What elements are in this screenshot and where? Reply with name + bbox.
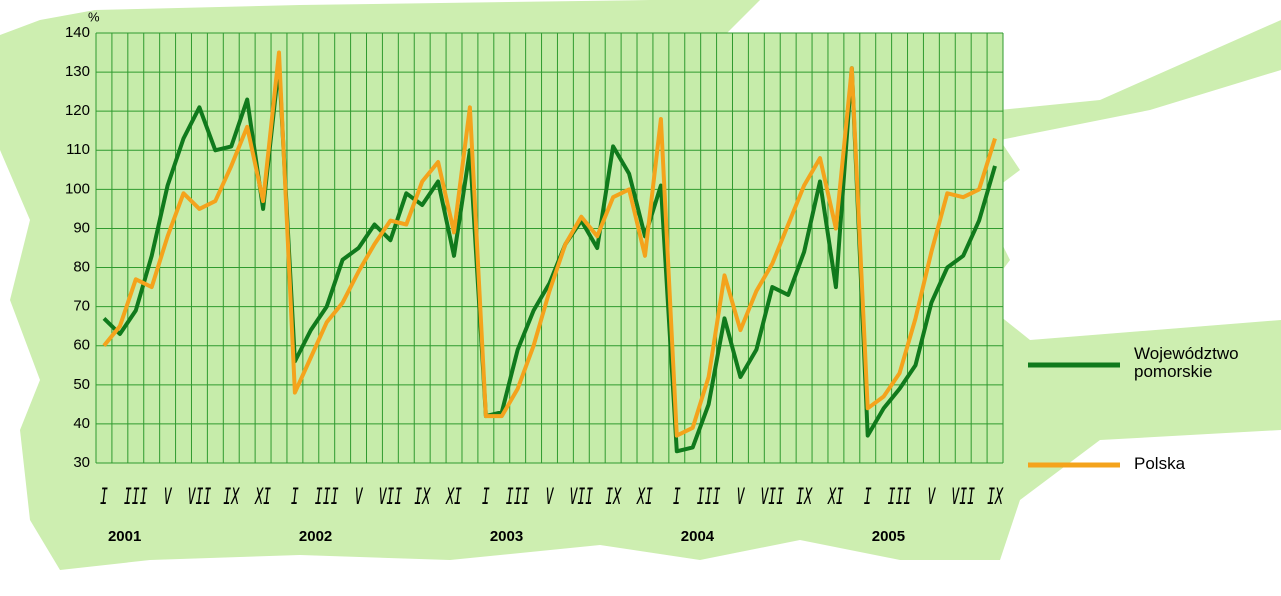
grid: [95, 32, 1004, 464]
x-tick-label: VII: [569, 485, 593, 510]
x-tick-label: III: [315, 485, 339, 510]
x-tick-label: XI: [636, 485, 653, 510]
y-tick-label: 40: [73, 415, 90, 432]
y-tick-label: 110: [66, 141, 90, 158]
x-tick-label: III: [697, 485, 721, 510]
y-tick-label: 70: [73, 298, 90, 315]
y-tick-label: 30: [73, 454, 90, 471]
y-tick-label: 60: [73, 337, 90, 354]
x-tick-label: IX: [796, 485, 813, 510]
x-tick-label: VII: [760, 485, 784, 510]
x-tick-label: VII: [951, 485, 975, 510]
x-tick-label: III: [124, 485, 148, 510]
year-label: 2001: [108, 528, 141, 545]
y-tick-label: 130: [65, 63, 90, 80]
x-tick-label: V: [546, 485, 555, 510]
x-tick-label: I: [100, 485, 108, 510]
x-tick-label: VII: [188, 485, 212, 510]
y-tick-label: 80: [73, 259, 90, 276]
x-tick-label: VII: [378, 485, 402, 510]
legend-label: Polska: [1134, 454, 1186, 473]
x-tick-label: III: [888, 485, 912, 510]
x-tick-label: I: [291, 485, 299, 510]
x-tick-label: IX: [987, 485, 1004, 510]
lines: [102, 50, 997, 454]
y-tick-label: 90: [73, 219, 90, 236]
x-tick-label: XI: [827, 485, 844, 510]
x-tick-label: III: [506, 485, 530, 510]
y-tick-label: 140: [65, 24, 90, 41]
year-label: 2005: [872, 528, 905, 545]
year-label: 2004: [681, 528, 715, 545]
x-tick-label: I: [482, 485, 490, 510]
x-tick-label: V: [736, 485, 745, 510]
x-tick-label: IX: [414, 485, 431, 510]
x-tick-label: V: [355, 485, 364, 510]
y-tick-label: 50: [73, 376, 90, 393]
x-tick-label: I: [673, 485, 681, 510]
x-tick-label: XI: [254, 485, 271, 510]
series-line: [102, 50, 997, 438]
x-tick-label: IX: [605, 485, 622, 510]
year-label: 2002: [299, 528, 332, 545]
y-tick-label: 100: [65, 180, 90, 197]
x-tick-label: V: [927, 485, 936, 510]
x-tick-label: V: [164, 485, 173, 510]
legend-label: Województwo pomorskie: [1134, 344, 1239, 381]
x-tick-label: I: [864, 485, 872, 510]
y-tick-label: 120: [65, 102, 90, 119]
x-tick-label: IX: [223, 485, 240, 510]
y-unit: %: [88, 9, 100, 24]
x-tick-label: XI: [445, 485, 462, 510]
year-label: 2003: [490, 528, 523, 545]
